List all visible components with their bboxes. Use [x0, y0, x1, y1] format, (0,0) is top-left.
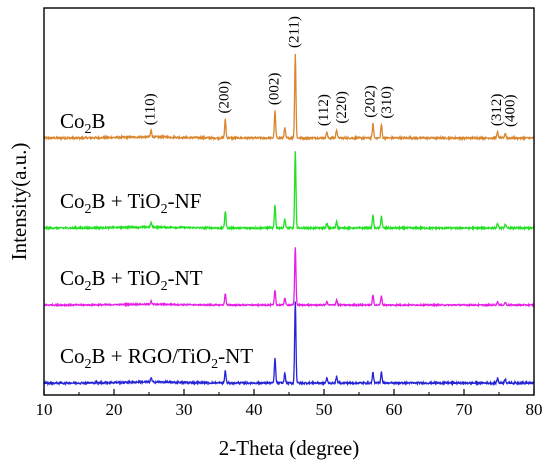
peak-label-10: (400): [503, 94, 519, 127]
peak-label-3: (002): [266, 73, 282, 106]
series-label-4: Co2B + RGO/TiO2-NT: [60, 344, 253, 372]
x-tick-label-4: 40: [246, 400, 263, 419]
peak-label-9: (312): [489, 94, 505, 126]
x-tick-label-1: 10: [36, 400, 53, 419]
peak-label-1: (110): [143, 93, 159, 125]
series-line-3: [43, 247, 535, 308]
labels-layer: Co2B Co2B + TiO2-NF Co2B + TiO2-NT Co2B + R…: [60, 16, 519, 372]
x-tick-label-7: 70: [456, 400, 473, 419]
y-axis-title: Intensity(a.u.): [7, 143, 31, 261]
series-label-1: Co2B: [60, 109, 106, 137]
peak-label-6: (220): [334, 91, 350, 124]
x-tick-label-2: 20: [106, 400, 123, 419]
peak-label-2: (200): [217, 81, 233, 113]
series-line-2: [43, 151, 535, 232]
series-label-2: Co2B + TiO2-NF: [60, 189, 201, 217]
x-tick-label-3: 30: [176, 400, 193, 419]
peak-label-7: (202): [362, 85, 378, 118]
x-tick-label-8: 80: [526, 400, 543, 419]
peak-label-8: (310): [379, 86, 395, 119]
series-line-4: [43, 301, 535, 387]
series-label-3: Co2B + TiO2-NT: [60, 266, 203, 294]
x-axis-title: 2-Theta (degree): [219, 436, 360, 460]
axis-layer: 10 20 30 40 50 60 70 80: [36, 389, 543, 419]
peak-label-5: (112): [316, 94, 332, 126]
x-tick-label-6: 60: [386, 400, 403, 419]
series-line-1: [43, 54, 535, 142]
x-tick-label-5: 50: [316, 400, 333, 419]
series-layer: [43, 54, 535, 387]
peak-label-4: (211): [287, 16, 303, 48]
